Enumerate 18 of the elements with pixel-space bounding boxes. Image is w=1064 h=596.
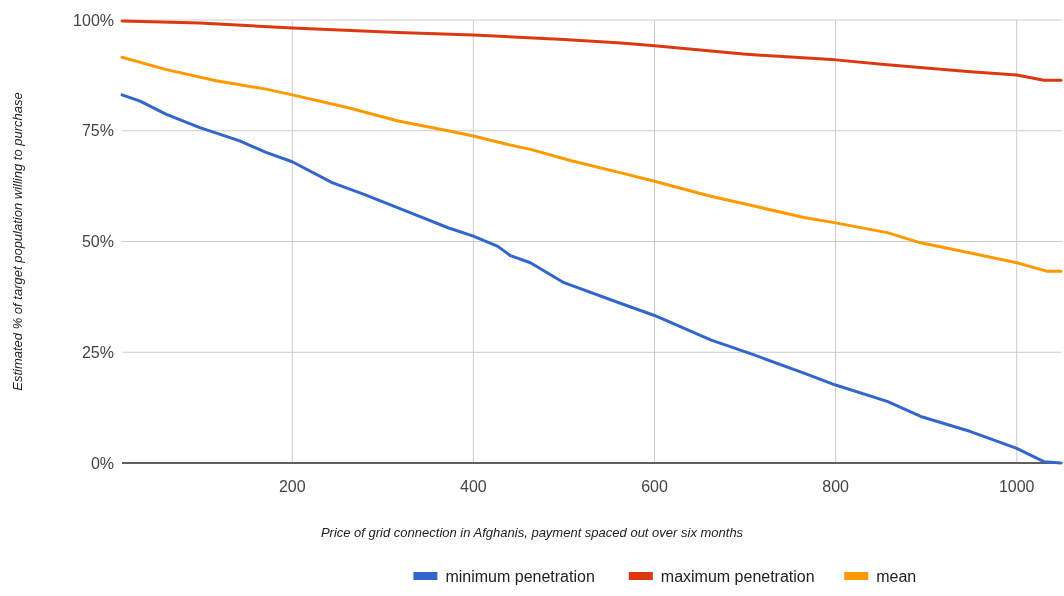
legend-label: minimum penetration — [445, 567, 595, 585]
y-tick-label: 25% — [81, 343, 114, 361]
y-tick-label: 50% — [81, 233, 114, 251]
line-series — [120, 19, 1063, 82]
line-series — [120, 55, 1063, 273]
legend-label: mean — [876, 567, 917, 585]
y-tick-label: 100% — [73, 11, 114, 29]
x-tick-label: 200 — [278, 478, 306, 495]
x-tick-label: 1000 — [998, 478, 1035, 495]
line-series — [120, 93, 1063, 465]
y-axis-title: Estimated % of target population willing to purchase — [10, 92, 25, 391]
legend-label: maximum penetration — [660, 567, 815, 585]
x-tick-label: 400 — [460, 478, 487, 495]
y-tick-label: 0% — [90, 454, 114, 472]
x-tick-label: 800 — [822, 478, 850, 495]
y-tick-label: 75% — [81, 122, 114, 140]
x-axis-title: Price of grid connection in Afghanis, payment spaced out over six months — [320, 525, 744, 540]
x-tick-label: 600 — [641, 478, 668, 495]
